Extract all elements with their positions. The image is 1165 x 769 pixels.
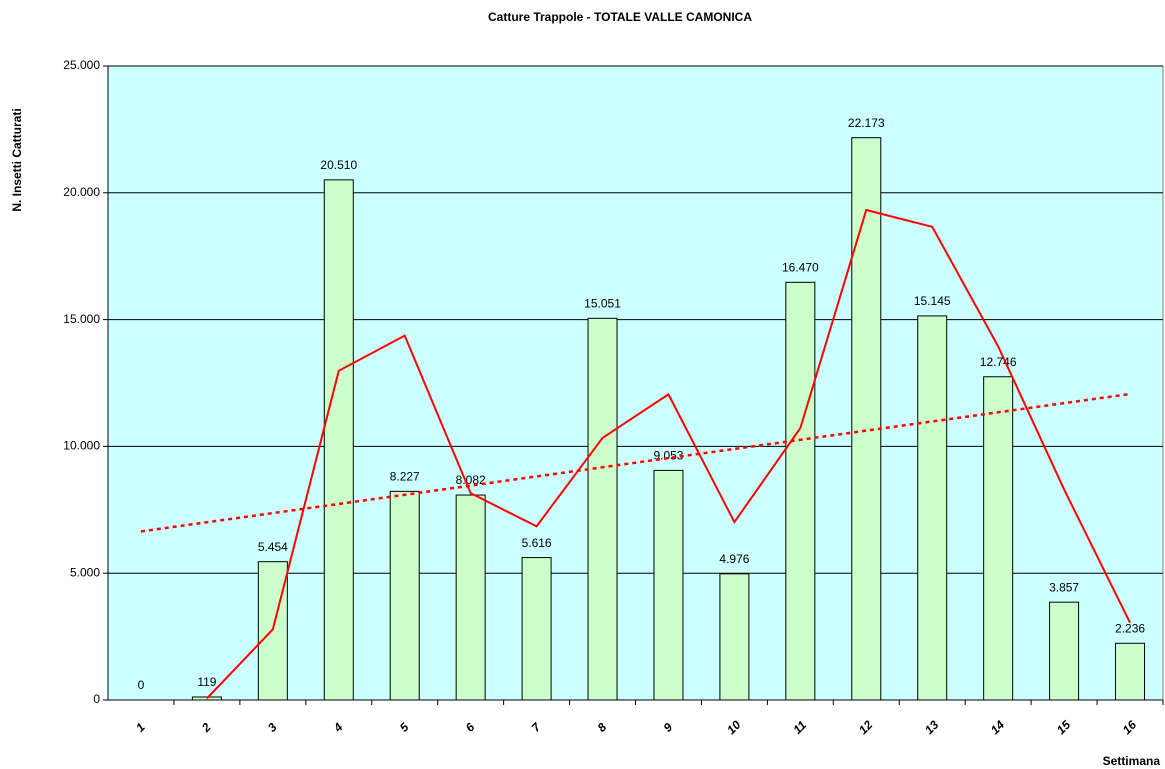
moving-average-line (206, 208, 1131, 700)
data-label: 12.746 (980, 355, 1017, 369)
x-axis-label: Settimana (1103, 754, 1161, 768)
x-tick-label: 15 (1054, 718, 1074, 738)
data-label: 20.510 (320, 158, 357, 172)
data-label: 15.051 (584, 296, 621, 310)
data-label: 4.976 (719, 552, 749, 566)
x-tick-label: 6 (463, 720, 478, 735)
trend-line (140, 392, 1131, 533)
bar (587, 317, 618, 701)
bar (455, 494, 486, 701)
data-label: 2.236 (1115, 621, 1145, 635)
y-tick-label: 15.000 (63, 312, 100, 326)
x-tick-label: 13 (922, 718, 942, 738)
x-tick-label: 2 (198, 720, 214, 736)
data-label: 0 (138, 678, 145, 692)
x-tick-label: 9 (661, 720, 676, 735)
bar (1115, 642, 1146, 701)
bar (521, 557, 552, 701)
bar (983, 376, 1014, 701)
chart-title: Catture Trappole - TOTALE VALLE CAMONICA (488, 10, 752, 24)
bar (785, 281, 816, 701)
data-label: 16.470 (782, 260, 819, 274)
data-label: 9.053 (653, 449, 683, 463)
data-label: 15.145 (914, 294, 951, 308)
data-label: 22.173 (848, 116, 885, 130)
x-tick-label: 12 (856, 718, 876, 738)
x-tick-label: 7 (529, 719, 545, 735)
data-label: 8.227 (390, 470, 420, 484)
bar (851, 137, 882, 701)
bar (1049, 601, 1080, 701)
data-label: 3.857 (1049, 580, 1079, 594)
x-tick-label: 1 (133, 720, 148, 735)
x-tick-label: 3 (265, 720, 280, 735)
x-tick-label: 14 (988, 718, 1008, 738)
bar (389, 490, 420, 701)
y-tick-label: 25.000 (63, 58, 100, 72)
x-tick-label: 10 (724, 718, 744, 738)
y-tick-label: 5.000 (70, 565, 100, 579)
bar (653, 469, 684, 701)
y-axis-label: N. Insetti Catturati (10, 108, 24, 211)
bar (257, 561, 288, 701)
x-tick-label: 11 (790, 718, 809, 737)
y-tick-label: 0 (93, 692, 100, 706)
bar (917, 315, 948, 701)
data-label: 8.082 (456, 473, 486, 487)
bar (719, 573, 750, 701)
y-tick-label: 20.000 (63, 185, 100, 199)
data-label: 5.616 (522, 536, 552, 550)
data-label: 5.454 (258, 540, 288, 554)
x-tick-label: 5 (397, 720, 412, 735)
y-tick-label: 10.000 (63, 439, 100, 453)
data-label: 119 (197, 675, 216, 689)
x-tick-label: 4 (330, 720, 346, 736)
x-tick-label: 8 (595, 720, 610, 735)
bar (323, 179, 354, 701)
x-tick-label: 16 (1120, 718, 1140, 738)
